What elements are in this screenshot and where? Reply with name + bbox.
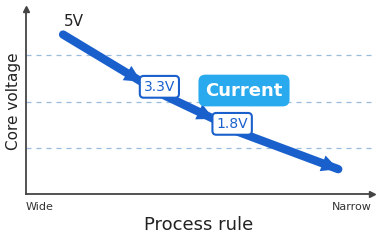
X-axis label: Process rule: Process rule — [144, 216, 254, 234]
Text: Wide: Wide — [26, 202, 54, 212]
Text: 3.3V: 3.3V — [144, 80, 175, 94]
Text: Narrow: Narrow — [332, 202, 372, 212]
Text: Current: Current — [205, 82, 283, 100]
Y-axis label: Core voltage: Core voltage — [6, 53, 21, 150]
Text: 1.8V: 1.8V — [216, 117, 248, 131]
Text: 5V: 5V — [64, 14, 84, 30]
